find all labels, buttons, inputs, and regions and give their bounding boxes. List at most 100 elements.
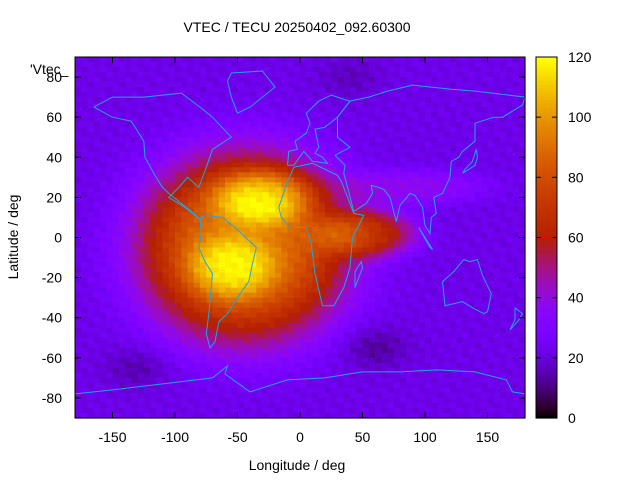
heatmap-cell — [137, 107, 145, 113]
heatmap-cell — [500, 392, 507, 399]
heatmap-cell — [456, 327, 464, 334]
heatmap-cell — [168, 72, 176, 78]
heatmap-cell — [112, 387, 120, 394]
heatmap-cell — [287, 297, 295, 304]
heatmap-cell — [487, 307, 495, 314]
heatmap-cell — [150, 262, 157, 269]
heatmap-cell — [250, 82, 257, 88]
heatmap-cell — [325, 92, 332, 98]
heatmap-cell — [100, 72, 107, 78]
heatmap-cell — [168, 132, 176, 138]
heatmap-cell — [131, 332, 139, 339]
heatmap-cell — [256, 262, 264, 269]
heatmap-cell — [268, 272, 276, 279]
heatmap-cell — [425, 322, 432, 329]
heatmap-cell — [143, 372, 151, 379]
heatmap-cell — [512, 122, 520, 128]
heatmap-cell — [318, 67, 326, 73]
heatmap-cell — [262, 352, 270, 359]
heatmap-cell — [481, 212, 489, 219]
heatmap-cell — [100, 332, 107, 339]
heatmap-cell — [431, 177, 439, 183]
heatmap-cell — [368, 382, 376, 389]
heatmap-cell — [237, 142, 245, 148]
heatmap-cell — [468, 327, 476, 334]
heatmap-cell — [262, 287, 270, 294]
heatmap-cell — [300, 322, 307, 329]
heatmap-cell — [87, 382, 95, 389]
heatmap-cell — [206, 312, 214, 319]
heatmap-cell — [356, 387, 364, 394]
heatmap-cell — [512, 162, 520, 168]
heatmap-cell — [218, 137, 226, 143]
heatmap-cell — [118, 127, 126, 133]
heatmap-cell — [400, 277, 407, 284]
heatmap-cell — [131, 292, 139, 299]
heatmap-cell — [231, 92, 239, 98]
heatmap-cell — [462, 112, 470, 118]
heatmap-cell — [412, 357, 420, 364]
heatmap-cell — [512, 347, 520, 354]
heatmap-cell — [375, 147, 382, 153]
heatmap-cell — [381, 127, 389, 133]
heatmap-cell — [381, 122, 389, 128]
heatmap-cell — [106, 402, 114, 409]
heatmap-cell — [518, 87, 526, 93]
heatmap-cell — [281, 232, 289, 239]
heatmap-cell — [418, 292, 426, 299]
heatmap-cell — [368, 122, 376, 128]
heatmap-cell — [350, 172, 357, 178]
heatmap-cell — [275, 397, 282, 404]
heatmap-cell — [500, 142, 507, 148]
heatmap-cell — [306, 312, 314, 319]
heatmap-cell — [431, 397, 439, 404]
heatmap-cell — [468, 292, 476, 299]
heatmap-cell — [475, 387, 482, 394]
heatmap-cell — [137, 212, 145, 219]
heatmap-cell — [131, 97, 139, 103]
heatmap-cell — [243, 222, 251, 229]
heatmap-cell — [81, 247, 89, 254]
heatmap-cell — [506, 192, 514, 198]
heatmap-cell — [325, 297, 332, 304]
heatmap-cell — [462, 232, 470, 239]
heatmap-cell — [300, 392, 307, 399]
heatmap-cell — [118, 227, 126, 234]
heatmap-cell — [262, 282, 270, 289]
heatmap-cell — [387, 137, 395, 143]
heatmap-cell — [175, 112, 182, 118]
heatmap-cell — [312, 307, 320, 314]
heatmap-cell — [287, 202, 295, 209]
heatmap-cell — [281, 132, 289, 138]
heatmap-cell — [350, 142, 357, 148]
heatmap-cell — [518, 327, 526, 334]
heatmap-cell — [268, 97, 276, 103]
heatmap-cell — [125, 322, 132, 329]
heatmap-cell — [143, 67, 151, 73]
heatmap-cell — [412, 297, 420, 304]
heatmap-cell — [275, 212, 282, 219]
heatmap-cell — [425, 152, 432, 158]
heatmap-cell — [187, 217, 195, 224]
heatmap-cell — [343, 232, 351, 239]
heatmap-cell — [518, 132, 526, 138]
heatmap-cell — [162, 302, 170, 309]
heatmap-cell — [468, 337, 476, 344]
heatmap-cell — [168, 177, 176, 183]
heatmap-cell — [406, 102, 414, 108]
heatmap-cell — [137, 317, 145, 324]
heatmap-cell — [512, 147, 520, 153]
heatmap-cell — [237, 367, 245, 374]
heatmap-cell — [212, 272, 220, 279]
heatmap-cell — [293, 262, 301, 269]
heatmap-cell — [518, 157, 526, 163]
heatmap-cell — [462, 62, 470, 68]
heatmap-cell — [243, 97, 251, 103]
heatmap-cell — [418, 237, 426, 244]
heatmap-cell — [331, 367, 339, 374]
heatmap-cell — [331, 202, 339, 209]
heatmap-cell — [125, 217, 132, 224]
heatmap-cell — [362, 112, 370, 118]
heatmap-cell — [193, 122, 201, 128]
heatmap-cell — [187, 127, 195, 133]
